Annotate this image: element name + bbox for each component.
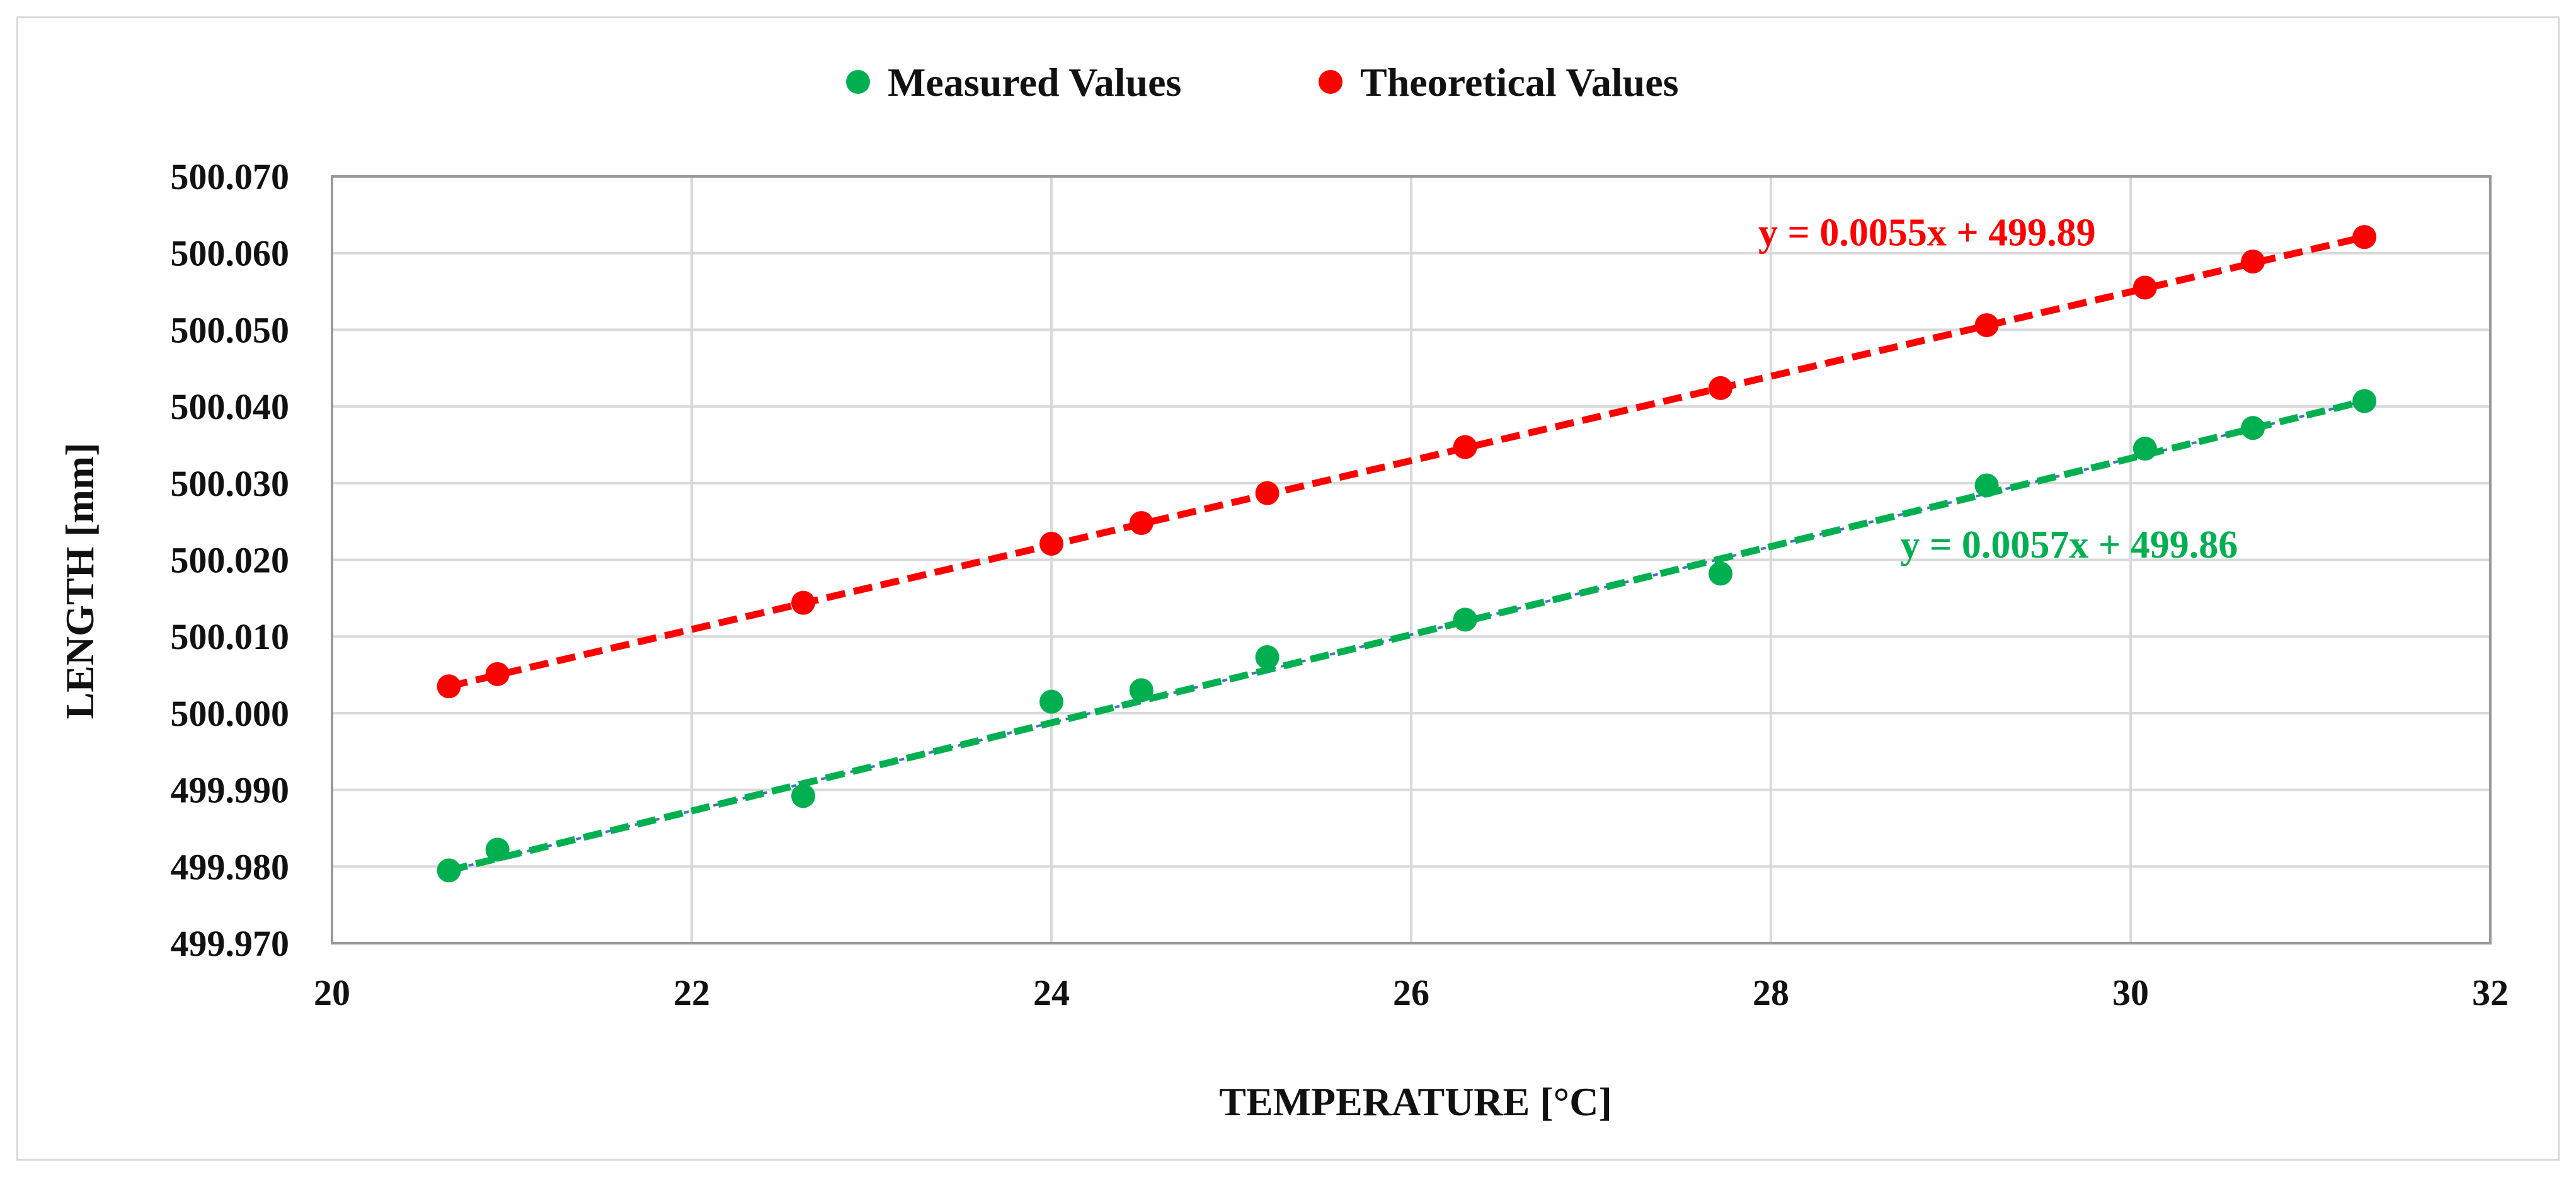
data-point-measured bbox=[2241, 416, 2265, 440]
legend-marker-measured bbox=[846, 70, 870, 94]
data-point-theoretical bbox=[2352, 225, 2377, 250]
data-point-measured bbox=[485, 837, 510, 862]
legend-marker-theoretical bbox=[1319, 70, 1342, 94]
x-tick-label: 32 bbox=[2472, 972, 2509, 1013]
plot-area bbox=[331, 175, 2492, 944]
x-tick-label: 30 bbox=[2112, 972, 2149, 1013]
trendline-measured bbox=[448, 398, 2366, 874]
legend: Measured Values Theoretical Values bbox=[846, 60, 1679, 105]
y-tick-label: 500.030 bbox=[171, 463, 290, 504]
y-tick-label: 499.980 bbox=[171, 846, 290, 887]
data-point-measured bbox=[1255, 645, 1279, 670]
y-tick-label: 500.070 bbox=[171, 156, 290, 197]
data-point-theoretical bbox=[791, 590, 816, 615]
chart-frame bbox=[16, 16, 2560, 1161]
x-tick-label: 20 bbox=[314, 972, 350, 1013]
x-tick-label: 26 bbox=[1393, 972, 1429, 1013]
y-tick-label: 499.970 bbox=[171, 923, 290, 964]
data-point-theoretical bbox=[2241, 250, 2265, 274]
data-points bbox=[437, 225, 2377, 883]
y-tick-label: 500.050 bbox=[171, 309, 290, 350]
data-point-measured bbox=[1974, 473, 1999, 498]
data-point-theoretical bbox=[1974, 313, 1999, 338]
data-point-theoretical bbox=[1039, 531, 1063, 556]
y-tick-label: 500.040 bbox=[171, 386, 290, 427]
data-point-theoretical bbox=[2132, 275, 2157, 300]
legend-label-theoretical: Theoretical Values bbox=[1360, 60, 1679, 105]
data-point-measured bbox=[2132, 437, 2157, 461]
y-tick-label: 499.990 bbox=[171, 770, 290, 811]
data-point-measured bbox=[791, 784, 816, 808]
data-point-measured bbox=[2352, 389, 2377, 413]
x-axis-title: TEMPERATURE [°C] bbox=[1219, 1079, 1612, 1124]
y-tick-label: 500.020 bbox=[171, 540, 290, 581]
data-point-measured bbox=[1709, 561, 1733, 586]
y-tick-label: 500.000 bbox=[171, 693, 290, 734]
trendlines bbox=[448, 233, 2366, 874]
x-tick-label: 24 bbox=[1033, 972, 1070, 1013]
data-point-theoretical bbox=[1255, 481, 1279, 505]
x-axis: 20 22 24 26 28 30 32 bbox=[314, 972, 2509, 1013]
x-tick-label: 22 bbox=[673, 972, 710, 1013]
trendline-theoretical bbox=[448, 233, 2366, 690]
data-point-measured bbox=[1129, 678, 1153, 703]
y-axis-title: LENGTH [mm] bbox=[57, 442, 102, 719]
legend-label-measured: Measured Values bbox=[888, 60, 1181, 105]
data-point-measured bbox=[1453, 607, 1477, 632]
x-tick-label: 28 bbox=[1753, 972, 1789, 1013]
data-point-theoretical bbox=[1453, 435, 1477, 459]
y-axis: 499.970 499.980 499.990 500.000 500.010 500.0… bbox=[171, 156, 290, 964]
trendline-equation-theoretical: y = 0.0055x + 499.89 bbox=[1758, 212, 2096, 255]
data-point-measured bbox=[1039, 689, 1063, 714]
y-tick-label: 500.060 bbox=[171, 233, 290, 274]
data-point-theoretical bbox=[485, 662, 510, 686]
trendline-equations: y = 0.0057x + 499.86 y = 0.0055x + 499.89 bbox=[1758, 212, 2238, 566]
y-tick-label: 500.010 bbox=[171, 616, 290, 657]
data-point-measured bbox=[437, 858, 461, 883]
data-point-theoretical bbox=[1709, 376, 1733, 400]
trendline-equation-measured: y = 0.0057x + 499.86 bbox=[1901, 524, 2238, 566]
data-point-theoretical bbox=[437, 674, 461, 699]
data-point-theoretical bbox=[1129, 511, 1153, 536]
